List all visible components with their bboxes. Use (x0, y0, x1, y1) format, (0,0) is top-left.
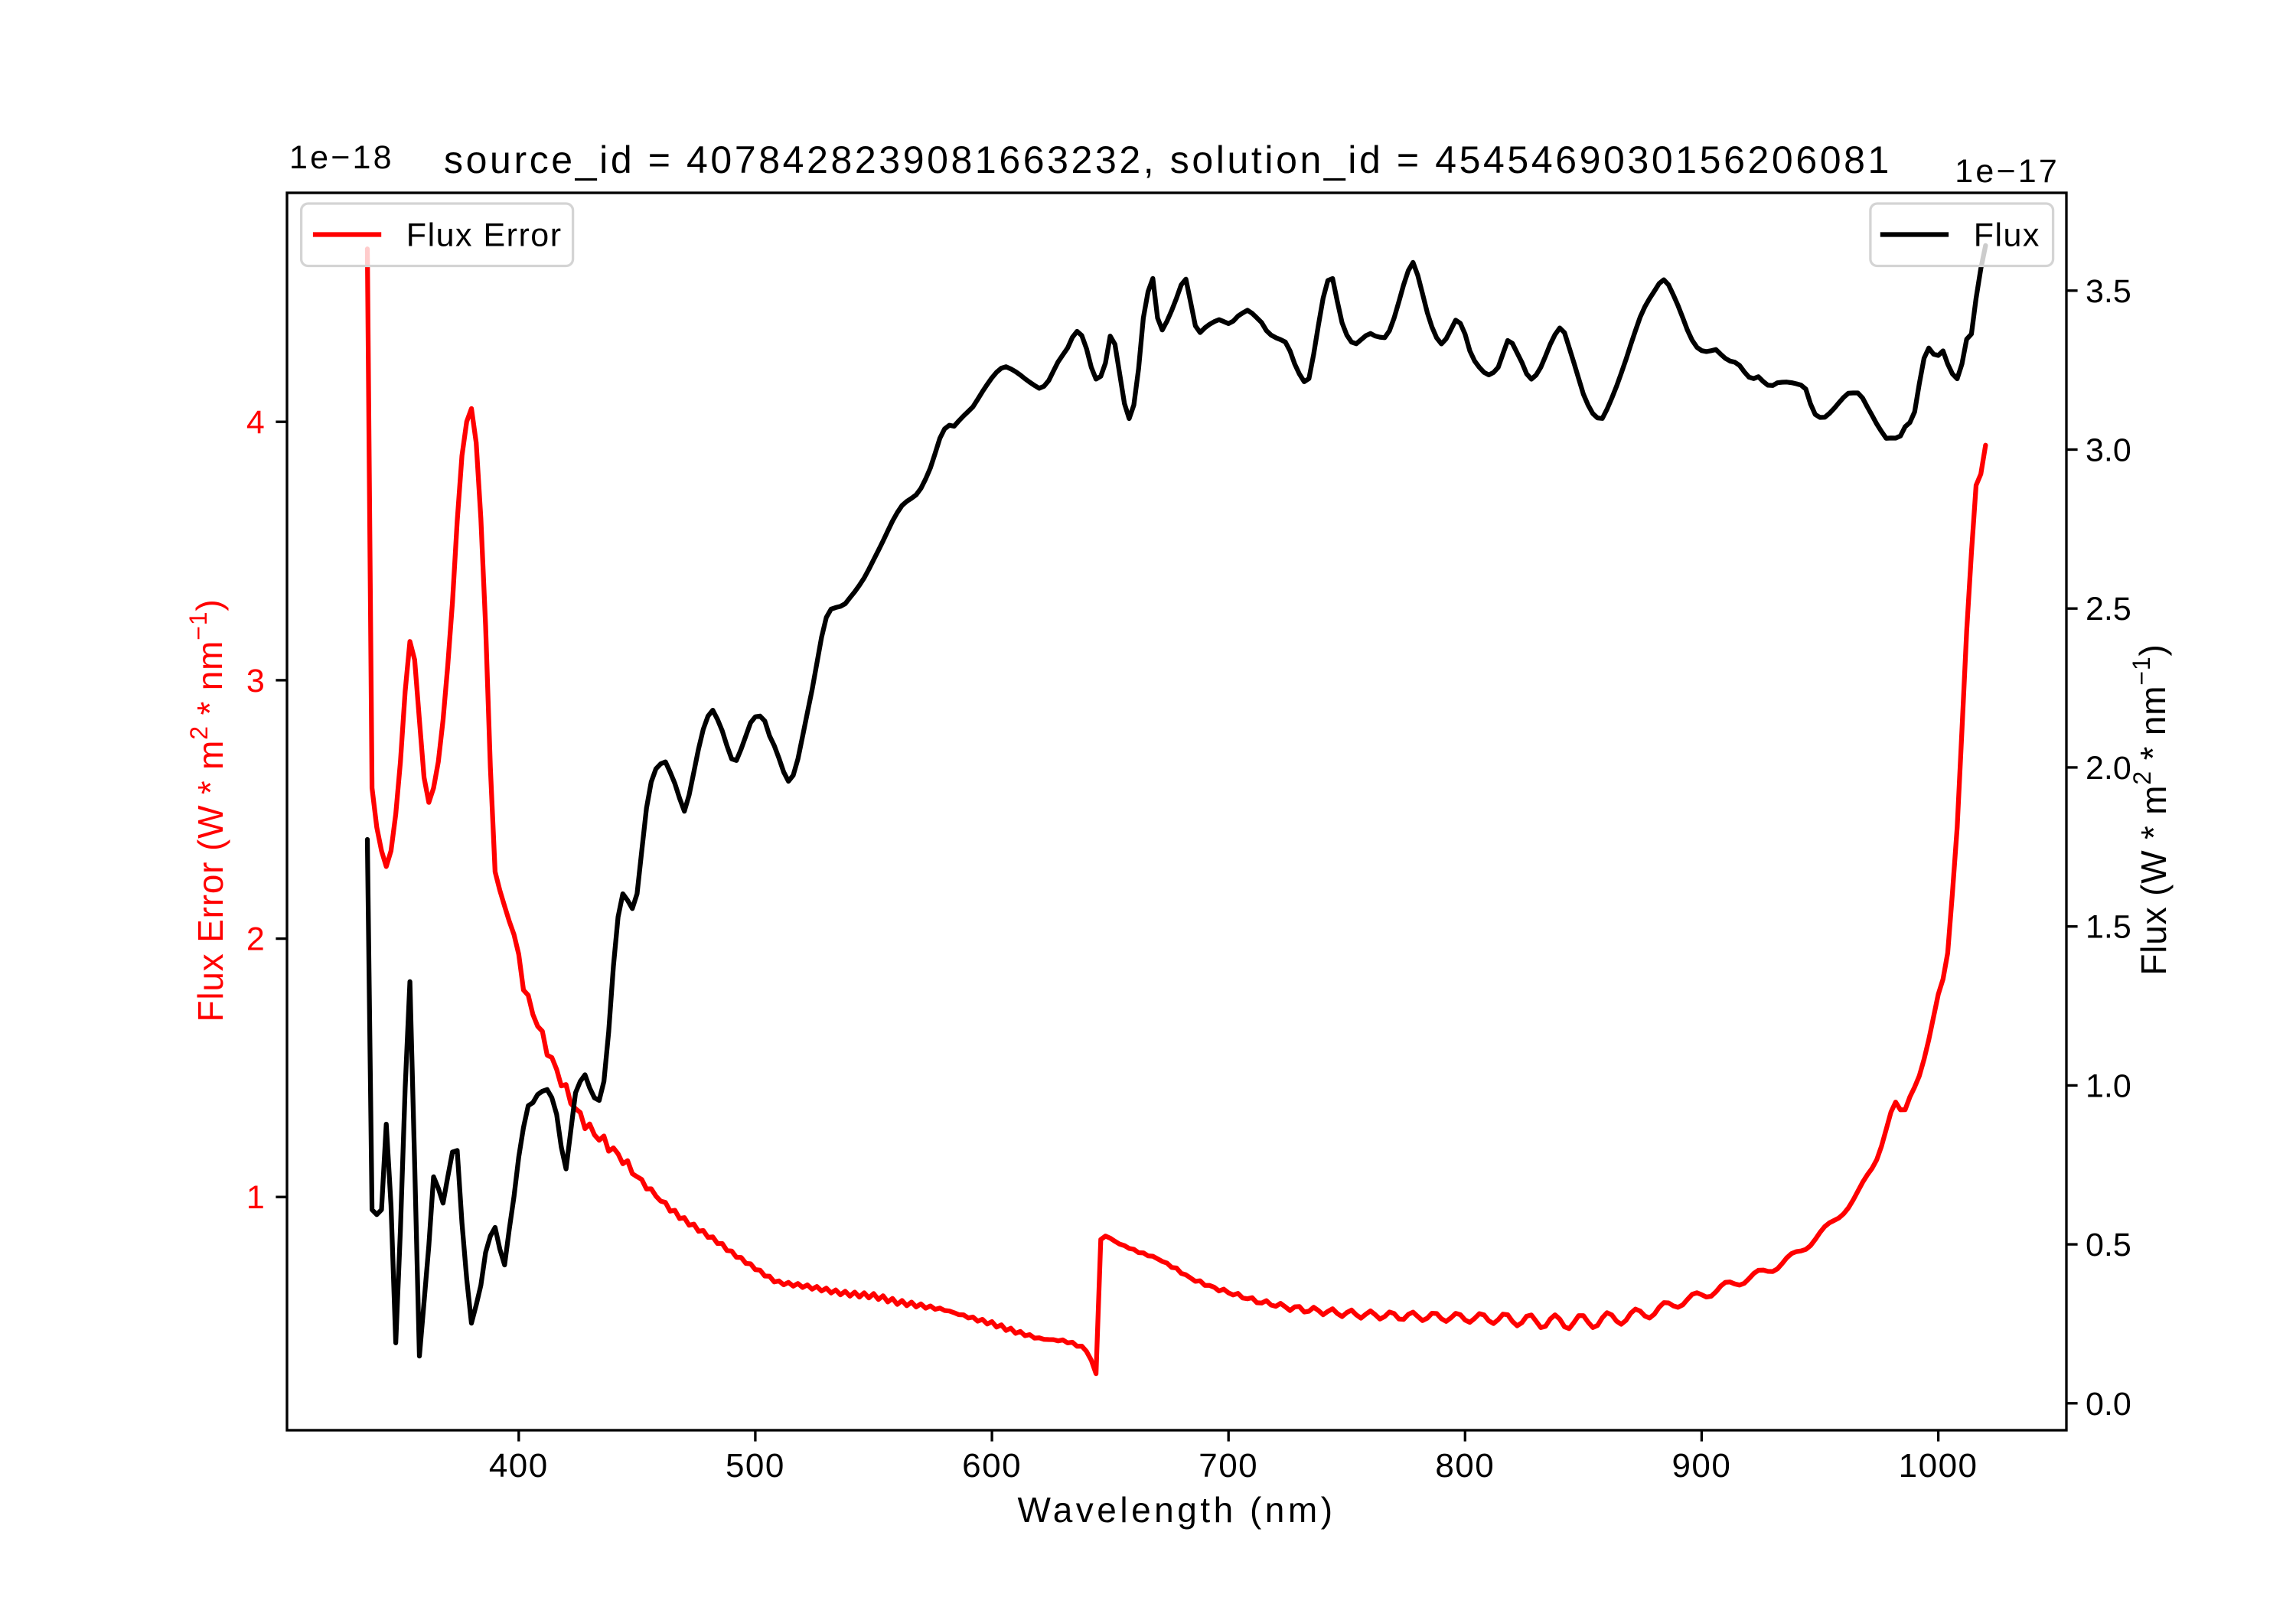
svg-text:700: 700 (1199, 1447, 1258, 1485)
svg-text:1.0: 1.0 (2086, 1068, 2131, 1104)
svg-text:0.5: 0.5 (2086, 1227, 2131, 1263)
svg-text:2.5: 2.5 (2086, 591, 2131, 627)
svg-text:3: 3 (246, 663, 265, 699)
svg-text:600: 600 (962, 1447, 1022, 1485)
svg-text:2: 2 (246, 921, 265, 958)
svg-text:Flux Error (W * m2 * nm−1): Flux Error (W * m2 * nm−1) (184, 598, 230, 1022)
svg-text:Wavelength (nm): Wavelength (nm) (1017, 1490, 1336, 1530)
svg-text:3.0: 3.0 (2086, 432, 2131, 469)
svg-text:1e−18: 1e−18 (289, 139, 394, 176)
svg-text:4: 4 (246, 404, 265, 441)
svg-text:source_id = 407842823908166323: source_id = 4078428239081663232, solutio… (444, 139, 1892, 181)
svg-text:0.0: 0.0 (2086, 1386, 2131, 1423)
svg-text:1: 1 (246, 1179, 265, 1216)
svg-text:Flux: Flux (1974, 217, 2040, 254)
svg-text:1e−17: 1e−17 (1955, 153, 2060, 190)
svg-text:500: 500 (726, 1447, 785, 1485)
svg-text:Flux (W * m2 * nm−1): Flux (W * m2 * nm−1) (2128, 644, 2174, 975)
svg-text:3.5: 3.5 (2086, 273, 2131, 310)
svg-text:900: 900 (1671, 1447, 1731, 1485)
svg-text:Flux Error: Flux Error (406, 217, 563, 254)
svg-text:1.5: 1.5 (2086, 909, 2131, 946)
svg-text:400: 400 (489, 1447, 549, 1485)
svg-text:800: 800 (1435, 1447, 1495, 1485)
svg-text:1000: 1000 (1899, 1447, 1978, 1485)
svg-text:2.0: 2.0 (2086, 750, 2131, 787)
